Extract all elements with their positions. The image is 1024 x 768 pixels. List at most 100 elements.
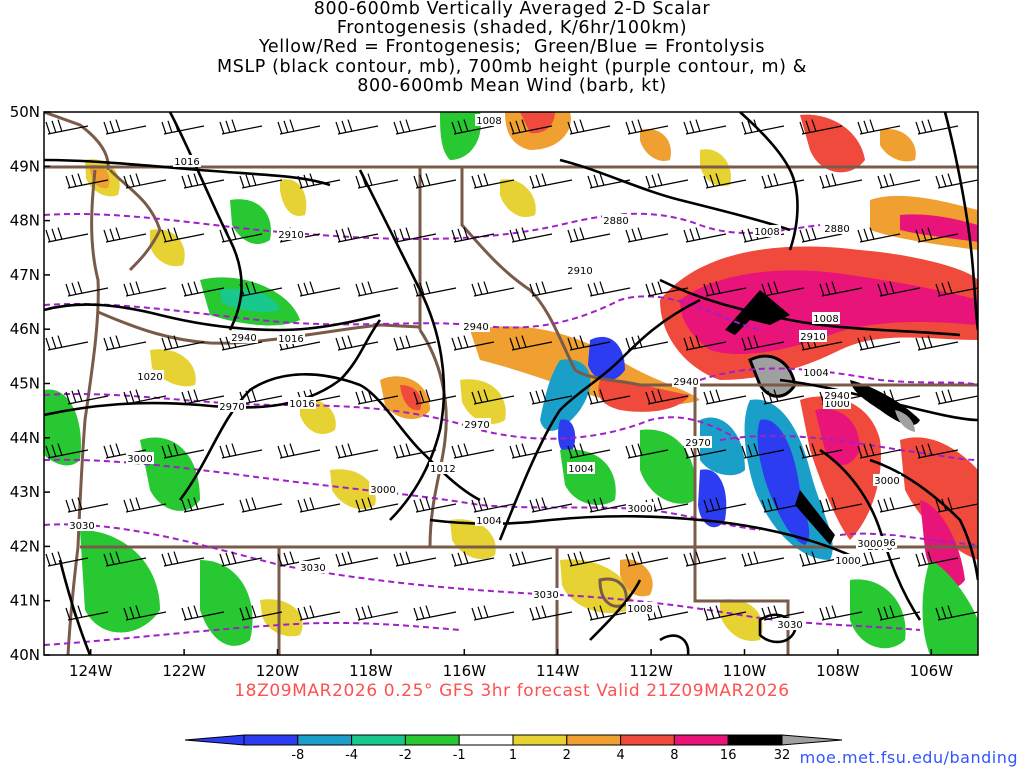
wind-barb [915,443,959,459]
height-label-bg [856,537,884,549]
wind-barb [335,335,379,351]
wind-barb [877,389,921,405]
height-contour-label: 2970 [685,438,710,449]
wind-barb [857,443,901,459]
height-contours [44,212,978,646]
wind-barb [741,551,785,567]
pacific-coast [66,169,100,655]
latitude-axis: 50N 49N 48N 47N 46N 45N 44N 43N 42N 41N 40N [10,103,50,664]
colorbar-swatch [512,734,568,746]
mslp-label-bg [277,332,305,344]
colorbar-swatch [297,734,353,746]
wind-barb [45,443,89,459]
mslp-label-bg [802,366,830,378]
wind-barb [741,119,785,135]
wind-barb [915,551,959,567]
wind-barb [625,443,669,459]
wind-barb [355,605,399,621]
lon-label: 118W [349,662,393,680]
wind-barb [683,227,727,243]
height-contour-label: 3030 [533,590,558,601]
wind-barb [181,389,225,405]
wind-barb [219,551,263,567]
height-label-bg [230,331,258,343]
title-line-5: 800-600mb Mean Wind (barb, kt) [357,75,667,96]
title-line-1: 800-600mb Vertically Averaged 2-D Scalar [313,0,711,19]
id-mt-border [460,167,978,387]
colorbar-label: 8 [670,748,678,763]
wind-barb [413,497,457,513]
wind-barb [857,119,901,135]
wind-barb [123,281,167,297]
wind-barb [567,227,611,243]
wind-barb [761,497,805,513]
mslp-label-bg [173,155,201,167]
mslp-contour-label: 1016 [289,399,314,410]
map-plot-area: 1016 1016 1016 1020 1012 1008 1008 1008 1004 1004… [44,112,978,655]
wind-barb [335,551,379,567]
height-label-bg [672,375,700,387]
colorbar-swatch [243,734,299,746]
wind-barb [413,605,457,621]
wind-barb [123,605,167,621]
height-contour-label: 2940 [673,377,698,388]
mslp-contour-label: 1020 [137,372,162,383]
wind-barb [877,605,921,621]
lat-label: 40N [10,646,40,664]
wind-barb [413,281,457,297]
wind-barb [509,119,553,135]
wind-barb [819,605,863,621]
forecast-valid-time: 18Z09MAR2026 0.25° GFS 3hr forecast Vali… [234,681,790,701]
wind-barb [181,497,225,513]
wind-barb [297,605,341,621]
colorbar-label: 2 [563,748,571,763]
colorbar-swatch [404,734,460,746]
mslp-contour-label: 1008 [627,604,652,615]
height-contour-label: 3030 [777,620,802,631]
wind-barb [393,551,437,567]
wind-barb [819,173,863,189]
lat-label: 43N [10,483,40,501]
wind-barb [703,281,747,297]
mslp-label-bg [812,312,840,324]
wind-barb [451,551,495,567]
height-label-bg [68,519,96,531]
wind-barb [393,227,437,243]
wind-barb [857,335,901,351]
title-line-4: MSLP (black contour, mb), 700mb height (… [217,56,807,77]
colorbar-label: 16 [720,748,737,763]
wind-barb [587,281,631,297]
wind-barb [239,605,283,621]
height-contour-label: 2940 [463,322,488,333]
wind-barb [799,443,843,459]
colorbar-label: 4 [616,748,624,763]
wind-barb [529,605,573,621]
wind-barb [297,173,341,189]
wind-barb [161,551,205,567]
height-label-bg [218,400,246,412]
wind-barb [335,443,379,459]
wind-barb [935,605,978,621]
lon-label: 116W [443,662,487,680]
title-block: 800-600mb Vertically Averaged 2-D Scalar… [0,0,1024,96]
wind-barb [761,173,805,189]
wind-barb [741,443,785,459]
wind-barb [45,335,89,351]
wind-barb [915,335,959,351]
wind-barb [509,335,553,351]
wind-barb [819,497,863,513]
vancouver-island-shore [44,112,110,171]
wind-barb [297,497,341,513]
wind-barb [703,497,747,513]
wind-barb [355,173,399,189]
wind-barb [683,551,727,567]
height-contour-label: 2940 [231,333,256,344]
mslp-contour-label: 1004 [476,516,501,527]
wind-barb [645,281,689,297]
wind-barb [471,173,515,189]
wind-barb [355,389,399,405]
lat-label: 49N [10,157,40,175]
height-contour-label: 2910 [567,266,592,277]
wind-barb [567,335,611,351]
wind-barb [161,119,205,135]
